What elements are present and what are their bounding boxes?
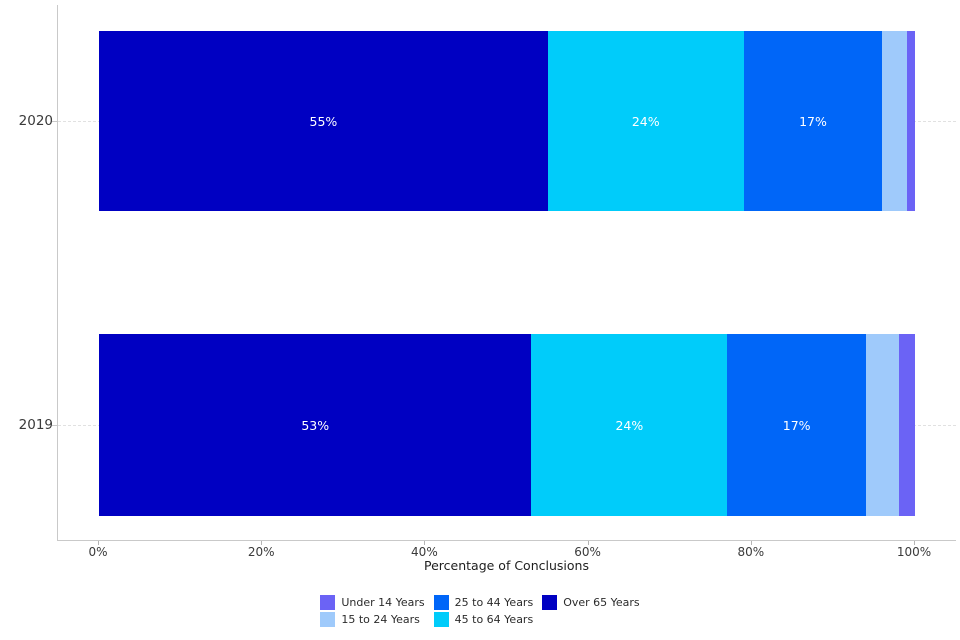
- bar-segment-2020-25-to-44-years: 17%: [743, 31, 883, 211]
- plot-panel: 55% 24% 17% 53% 24% 17%: [57, 5, 956, 541]
- x-tick-label-60%: 60%: [574, 545, 601, 559]
- legend-swatch-over-65-years: [542, 595, 558, 610]
- y-axis-label-2020: 2020: [18, 113, 53, 129]
- bar-segment-2020-45-to-64-years: 24%: [547, 31, 744, 211]
- bar-segment-label: 53%: [301, 417, 330, 433]
- x-tick-0%: [98, 541, 99, 545]
- x-tick-100%: [914, 541, 915, 545]
- bar-segment-label: 24%: [615, 417, 644, 433]
- bar-segment-2020-over-65-years: 55%: [99, 31, 548, 211]
- x-tick-20%: [261, 541, 263, 545]
- x-tick-label-20%: 20%: [247, 545, 275, 559]
- bar-segment-2019-over-65-years: 53%: [99, 334, 532, 516]
- bar-segment-label: 17%: [782, 417, 811, 433]
- bar-segment-label: 55%: [309, 113, 338, 129]
- legend-swatch-45-to-64-years: [433, 612, 449, 627]
- bar-segment-2020-under-14-years: [906, 31, 915, 211]
- legend: Under 14 Years 15 to 24 Years 25 to 44 Yea…: [0, 594, 960, 628]
- x-tick-label-80%: 80%: [737, 545, 765, 559]
- x-tick-80%: [750, 541, 752, 545]
- y-tick-2019: [52, 425, 57, 426]
- bar-segment-2019-25-to-44-years: 17%: [727, 334, 867, 516]
- bar-segment-2019-15-to-24-years: [866, 334, 899, 516]
- legend-item-over-65-years: Over 65 Years: [542, 594, 640, 611]
- legend-swatch-15-to-24-years: [320, 612, 336, 627]
- x-tick-label-100%: 100%: [896, 545, 932, 559]
- x-tick-label-0%: 0%: [88, 545, 108, 559]
- y-axis-label-2019: 2019: [18, 417, 53, 433]
- legend-item-label: 15 to 24 Years: [341, 613, 420, 626]
- x-tick-60%: [587, 541, 589, 545]
- bar-segment-label: 17%: [799, 113, 827, 129]
- legend-item-under-14-years: Under 14 Years: [320, 594, 425, 611]
- legend-grid: Under 14 Years 15 to 24 Years 25 to 44 Yea…: [320, 594, 640, 628]
- bar-segment-2019-under-14-years: [898, 334, 915, 516]
- bar-segment-2019-45-to-64-years: 24%: [531, 334, 728, 516]
- x-tick-40%: [424, 541, 426, 545]
- legend-item-25-to-44-years: 25 to 44 Years: [433, 594, 534, 611]
- legend-item-label: Under 14 Years: [341, 596, 425, 609]
- bar-2020: 55% 24% 17%: [99, 31, 915, 211]
- legend-item-label: 25 to 44 Years: [454, 596, 534, 609]
- x-tick-label-40%: 40%: [411, 545, 438, 559]
- bar-2019: 53% 24% 17%: [99, 334, 915, 516]
- legend-swatch-25-to-44-years: [433, 595, 449, 610]
- legend-item-label: Over 65 Years: [563, 596, 640, 609]
- legend-item-15-to-24-years: 15 to 24 Years: [320, 611, 424, 628]
- bar-segment-label: 24%: [631, 113, 660, 129]
- legend-item-45-to-64-years: 45 to 64 Years: [433, 611, 534, 628]
- y-tick-2020: [52, 121, 57, 122]
- x-axis-title: Percentage of Conclusions: [424, 558, 589, 573]
- legend-swatch-under-14-years: [320, 595, 336, 610]
- bar-segment-2020-15-to-24-years: [882, 31, 907, 211]
- legend-item-label: 45 to 64 Years: [454, 613, 534, 626]
